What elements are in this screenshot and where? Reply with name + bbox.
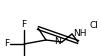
Text: Cl: Cl <box>89 22 98 31</box>
Text: F: F <box>4 39 9 48</box>
Text: NH: NH <box>73 30 86 38</box>
Text: N: N <box>54 38 61 46</box>
Text: F: F <box>21 20 27 29</box>
